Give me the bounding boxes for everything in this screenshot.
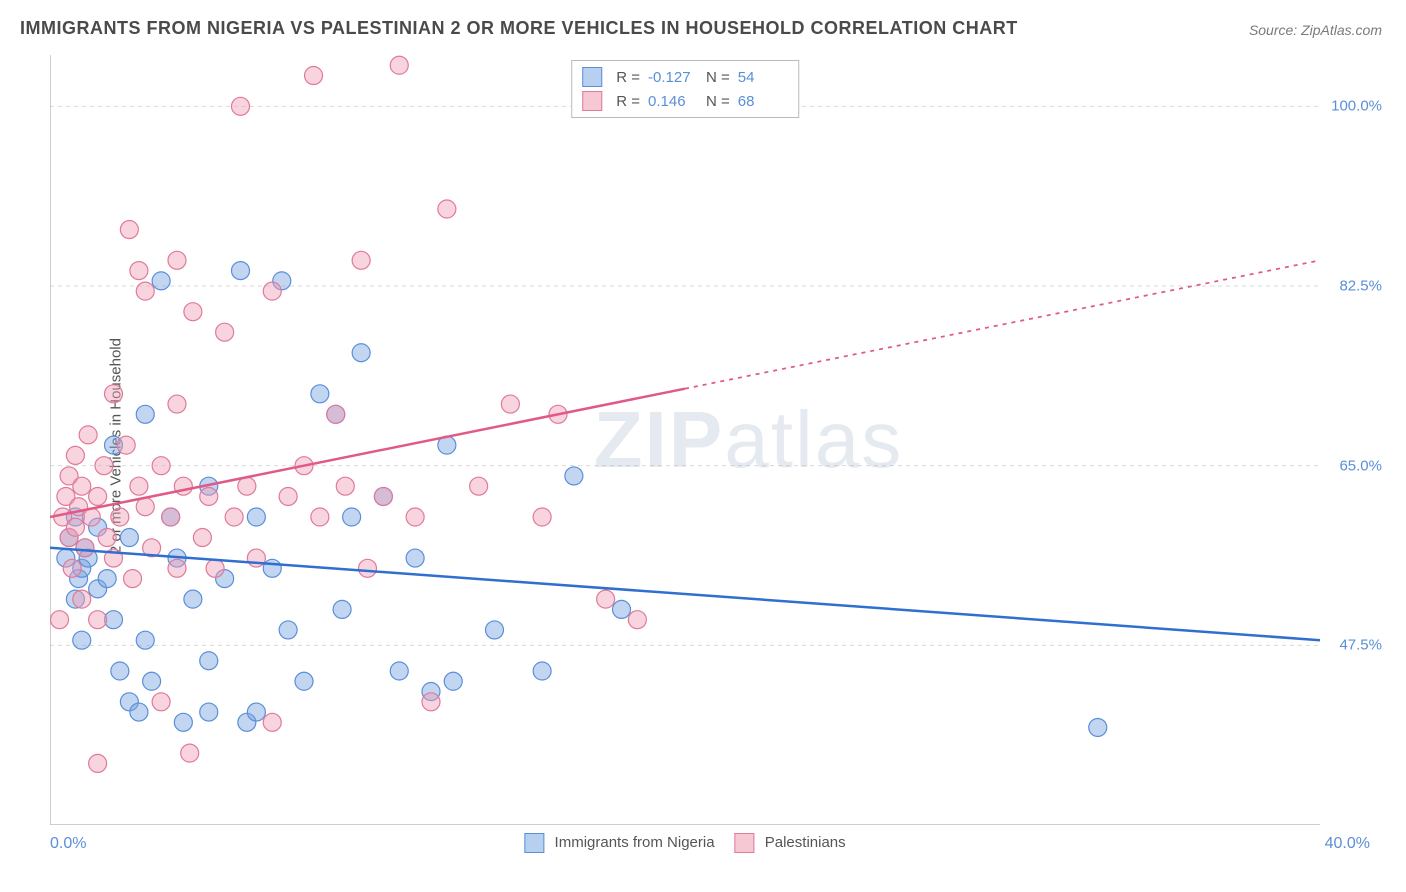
top-legend: R = -0.127 N = 54 R = 0.146 N = 68 [571,60,799,118]
source-attribution: Source: ZipAtlas.com [1249,22,1382,38]
x-tick-max: 40.0% [1325,835,1370,853]
r-label: R = [616,93,640,110]
legend-label-nigeria: Immigrants from Nigeria [555,834,715,851]
y-tick-label: 100.0% [1331,98,1382,115]
n-label: N = [706,93,730,110]
legend-label-palestinians: Palestinians [765,834,846,851]
legend-swatch-nigeria [524,833,544,853]
n-label: N = [706,69,730,86]
legend-item-nigeria: Immigrants from Nigeria [524,833,714,853]
r-label: R = [616,69,640,86]
legend-swatch-icon [582,67,602,87]
top-legend-row-0: R = -0.127 N = 54 [582,65,788,89]
legend-swatch-icon [582,91,602,111]
r-value-0: -0.127 [648,69,698,86]
bottom-legend: Immigrants from Nigeria Palestinians [524,833,845,853]
y-tick-label: 47.5% [1339,637,1382,654]
legend-item-palestinians: Palestinians [735,833,846,853]
plot-area: ZIPatlas 0.0% 40.0% 47.5%65.0%82.5%100.0… [50,55,1320,825]
x-tick-min: 0.0% [50,835,86,853]
y-tick-label: 82.5% [1339,278,1382,295]
n-value-1: 68 [738,93,788,110]
chart-title: IMMIGRANTS FROM NIGERIA VS PALESTINIAN 2… [20,18,1018,39]
n-value-0: 54 [738,69,788,86]
scatter-svg [50,55,1320,825]
top-legend-row-1: R = 0.146 N = 68 [582,89,788,113]
y-tick-label: 65.0% [1339,457,1382,474]
r-value-1: 0.146 [648,93,698,110]
legend-swatch-palestinians [735,833,755,853]
